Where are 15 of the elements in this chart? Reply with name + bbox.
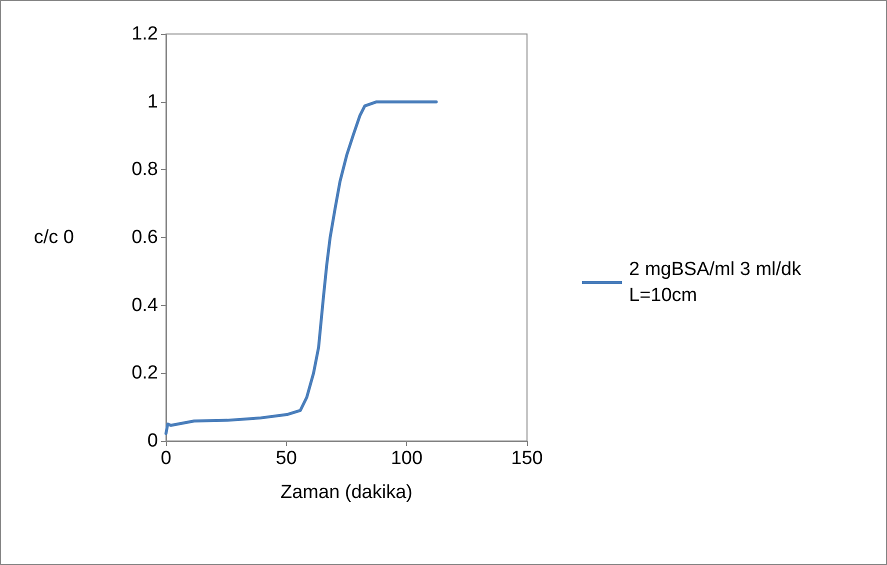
x-tick-label: 150: [511, 448, 543, 469]
x-tick-label: 100: [390, 448, 423, 469]
x-tick-label: 0: [160, 448, 172, 469]
line-series: [164, 100, 438, 436]
y-tick-label: 0.8: [132, 159, 158, 180]
y-tick-label: 0.6: [132, 227, 158, 248]
x-tick-label: 50: [276, 448, 297, 469]
y-axis-title: c/c 0: [34, 227, 74, 248]
y-tick-label: 0.4: [132, 294, 158, 316]
y-tick-label: 1: [147, 91, 158, 112]
legend-label: 2 mgBSA/ml 3 ml/dk L=10cm: [629, 259, 806, 306]
x-axis-title: Zaman (dakika): [280, 482, 412, 503]
y-tick-label: 1.2: [132, 24, 158, 44]
y-tick-label: 0: [147, 430, 158, 452]
y-tick-label: 0.2: [132, 362, 158, 384]
